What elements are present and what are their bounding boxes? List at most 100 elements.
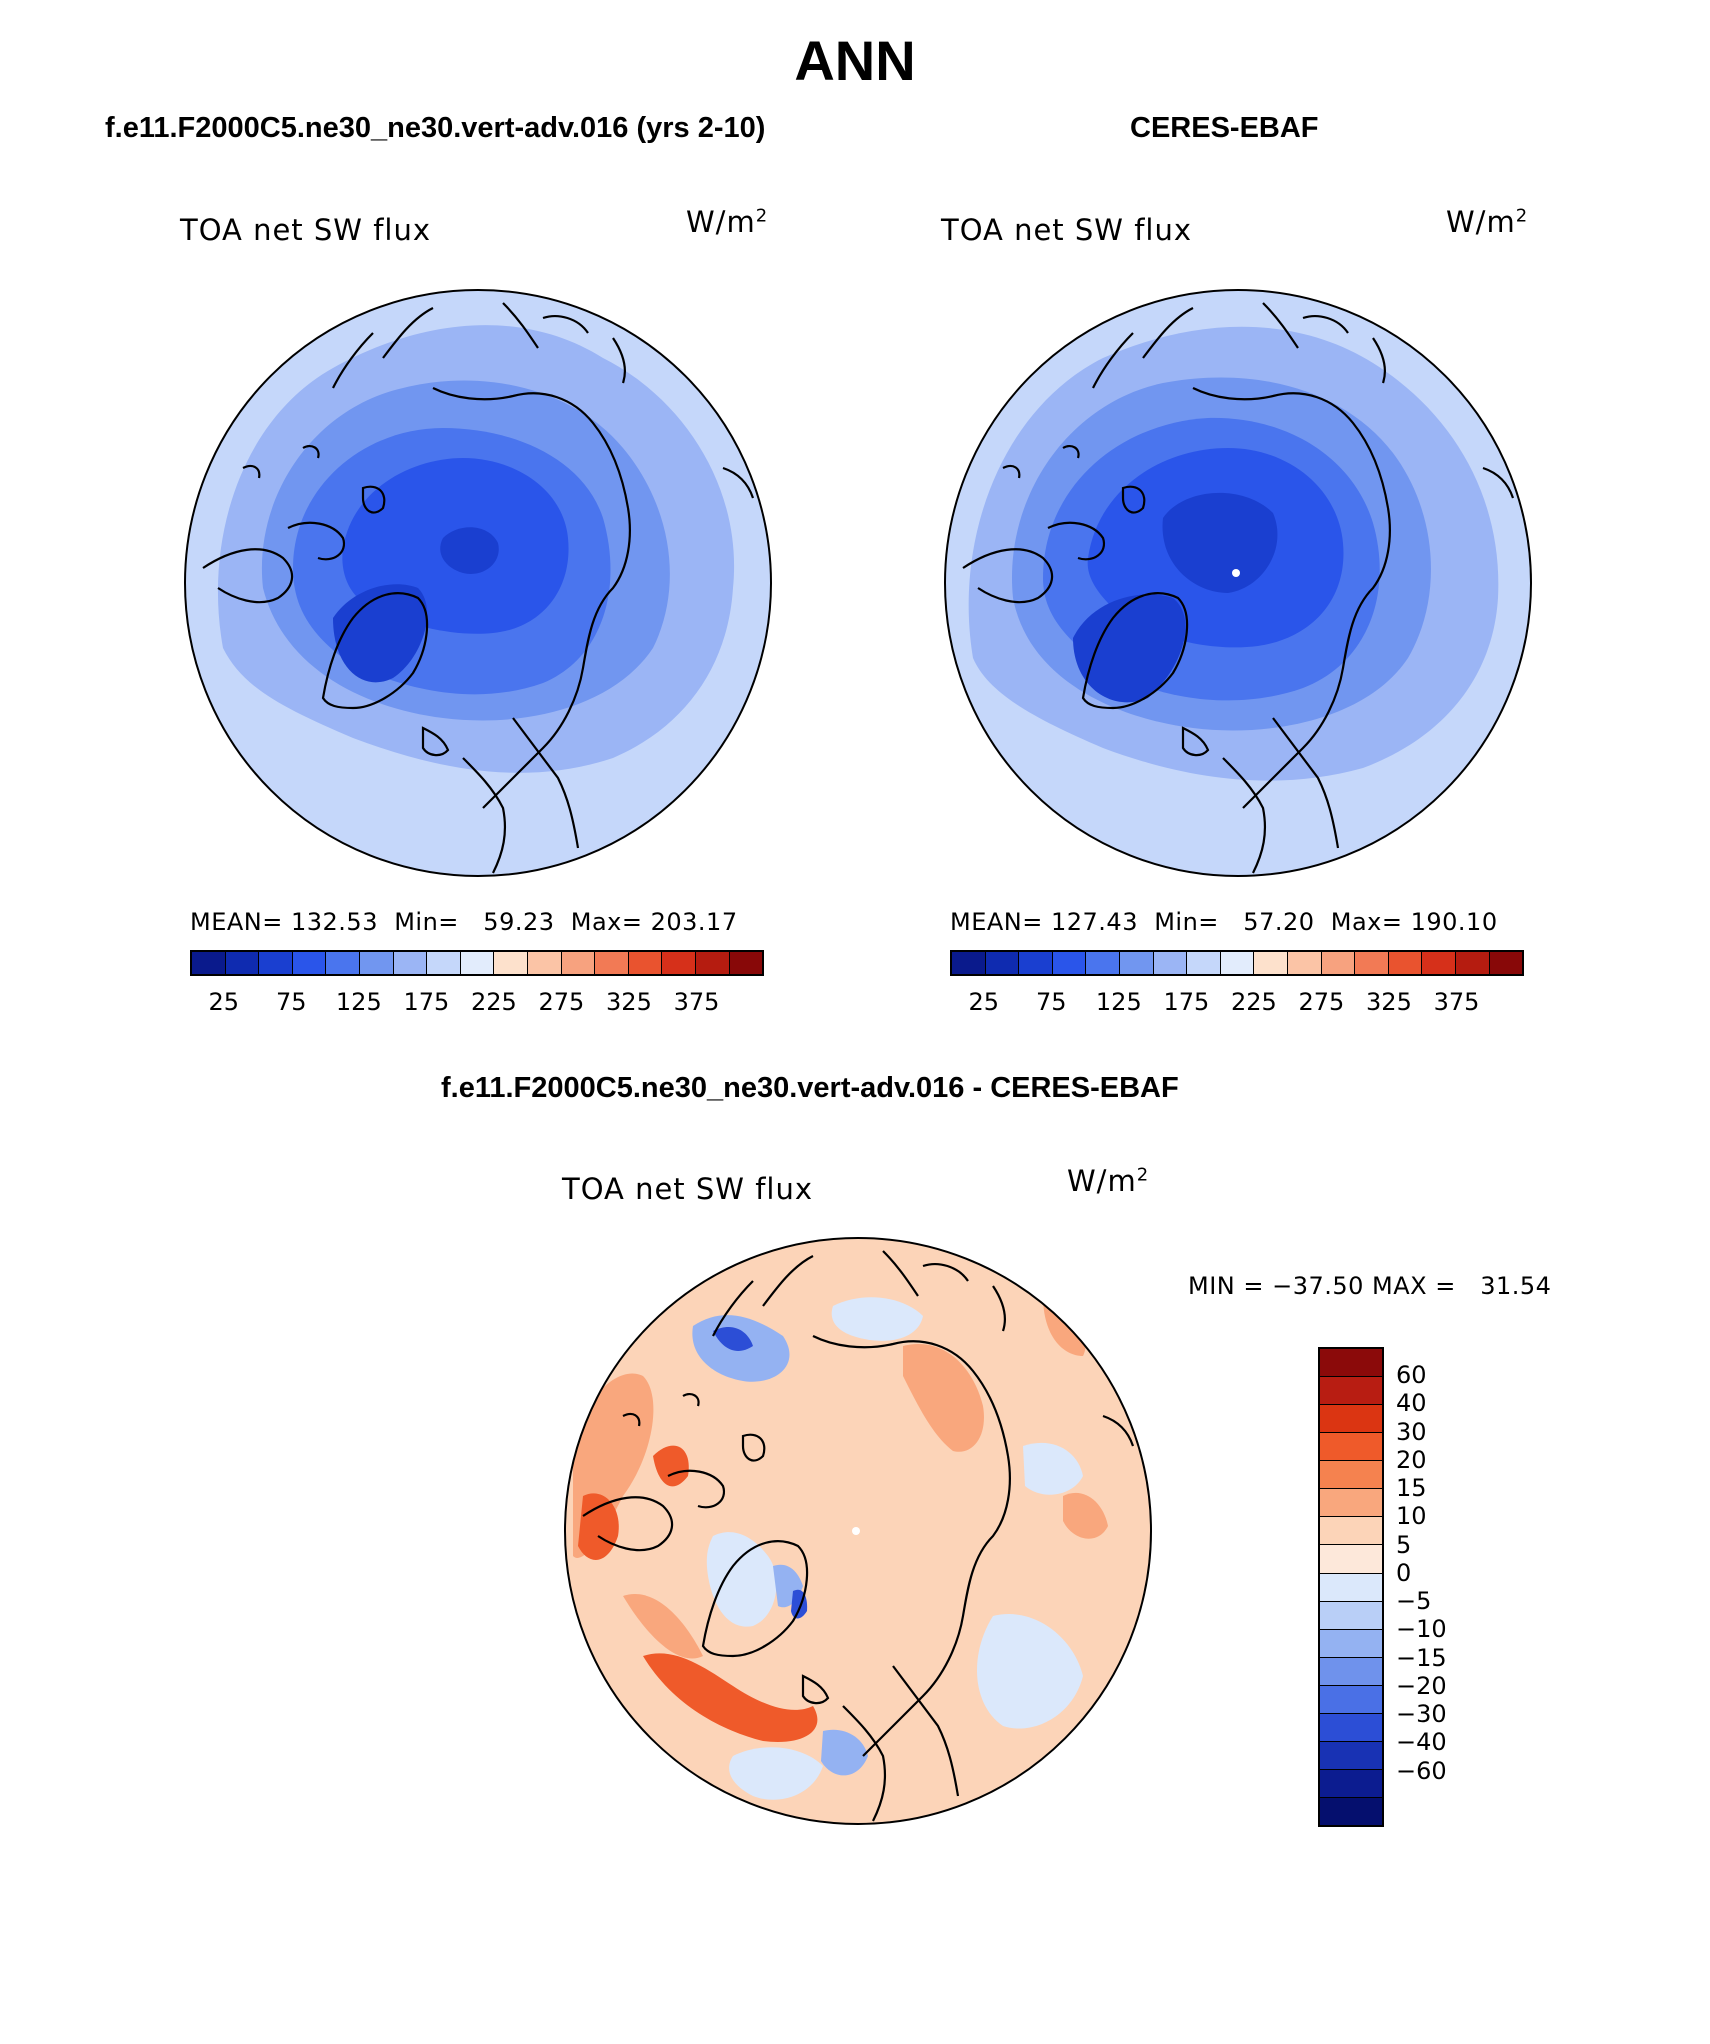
- colorbar-swatch: [561, 952, 596, 974]
- colorbar-tick-label: 225: [470, 988, 517, 1016]
- colorbar-tick-label: 75: [1036, 988, 1067, 1016]
- map2-pole-marker: [1232, 569, 1240, 577]
- colorbar-swatch: [1119, 952, 1154, 974]
- colorbar-swatch: [1287, 952, 1322, 974]
- colorbar-swatch: [1254, 952, 1288, 974]
- colorbar-tick-label: 30: [1396, 1417, 1427, 1446]
- colorbar-tick-label: 5: [1396, 1530, 1412, 1559]
- colorbar-swatch: [1187, 952, 1221, 974]
- figure-title: ANN: [794, 29, 916, 92]
- colorbar-swatch: [1422, 952, 1456, 974]
- colorbar-swatch: [1320, 1433, 1382, 1462]
- colorbar-swatch: [1086, 952, 1120, 974]
- colorbar-swatch: [695, 952, 730, 974]
- panel-1-variable-label: TOA net SW flux: [180, 213, 432, 247]
- panel-2-stats: MEAN= 127.43 Min= 57.20 Max= 190.10: [950, 908, 1498, 936]
- colorbar-swatch: [1320, 1517, 1382, 1546]
- colorbar-swatch: [1019, 952, 1053, 974]
- colorbar-swatch: [1320, 1741, 1382, 1770]
- map1-pole-dark: [440, 527, 499, 574]
- panel-2-polar-map: [944, 289, 1532, 877]
- colorbar-swatch: [729, 952, 763, 974]
- diff-coastlines: [582, 1250, 1135, 1822]
- colorbar-tick-label: −40: [1396, 1728, 1447, 1757]
- colorbar-swatch: [1320, 1629, 1382, 1658]
- panel-2-colorbar: [950, 950, 1524, 976]
- colorbar-swatch: [527, 952, 562, 974]
- map1-border: [184, 289, 772, 877]
- colorbar-swatch: [1320, 1461, 1382, 1490]
- panel-1-case-title: f.e11.F2000C5.ne30_ne30.vert-adv.016 (yr…: [105, 112, 766, 144]
- colorbar-tick-label: 125: [1095, 988, 1142, 1016]
- colorbar-swatch: [1220, 952, 1255, 974]
- colorbar-tick-label: 20: [1396, 1445, 1427, 1474]
- colorbar-tick-label: 325: [606, 988, 652, 1016]
- colorbar-swatch: [1320, 1349, 1382, 1378]
- diff-colorbar-ticks: 60 40 30 20 15 10 5 0 −5 −10 −15 −20 −30 −40 −60: [1396, 1347, 1476, 1827]
- colorbar-tick-label: 375: [1433, 988, 1480, 1016]
- colorbar-tick-label: −5: [1396, 1587, 1432, 1616]
- colorbar-tick-label: 75: [276, 988, 307, 1016]
- map1-coastlines: [202, 302, 755, 874]
- diff-case-title: f.e11.F2000C5.ne30_ne30.vert-adv.016 - C…: [441, 1072, 1179, 1104]
- map1-greenland-dark: [333, 584, 428, 683]
- colorbar-swatch: [1320, 1685, 1382, 1714]
- colorbar-tick-label: 375: [673, 988, 720, 1016]
- colorbar-swatch: [1320, 1657, 1382, 1686]
- colorbar-tick-label: −30: [1396, 1700, 1447, 1729]
- colorbar-tick-label: 225: [1230, 988, 1277, 1016]
- colorbar-swatch: [1455, 952, 1490, 974]
- colorbar-tick-label: 175: [1163, 988, 1210, 1016]
- colorbar-swatch: [1489, 952, 1523, 974]
- diff-minmax: MIN = −37.50 MAX = 31.54: [1188, 1272, 1552, 1300]
- colorbar-tick-label: 25: [968, 988, 1000, 1016]
- colorbar-swatch: [393, 952, 428, 974]
- colorbar-tick-label: 60: [1396, 1361, 1427, 1390]
- colorbar-swatch: [1320, 1798, 1382, 1826]
- colorbar-swatch: [952, 952, 986, 974]
- colorbar-swatch: [1320, 1601, 1382, 1630]
- map2-border: [944, 289, 1532, 877]
- diff-polar-map: [564, 1237, 1152, 1825]
- colorbar-tick-label: 0: [1396, 1558, 1412, 1587]
- diff-border: [564, 1237, 1152, 1825]
- colorbar-swatch: [1320, 1713, 1382, 1742]
- map2-greenland-dark: [1073, 594, 1186, 703]
- panel-1-units: W/m2: [686, 205, 769, 239]
- colorbar-swatch: [1052, 952, 1087, 974]
- colorbar-tick-label: 275: [1298, 988, 1345, 1016]
- colorbar-swatch: [359, 952, 394, 974]
- colorbar-tick-label: −10: [1396, 1615, 1447, 1644]
- colorbar-tick-label: 125: [335, 988, 382, 1016]
- colorbar-swatch: [259, 952, 293, 974]
- colorbar-swatch: [1321, 952, 1356, 974]
- colorbar-swatch: [1153, 952, 1188, 974]
- panel-2-variable-label: TOA net SW flux: [941, 213, 1193, 247]
- diff-colorbar: [1318, 1347, 1384, 1827]
- colorbar-tick-label: 175: [403, 988, 450, 1016]
- colorbar-tick-label: 15: [1396, 1474, 1427, 1503]
- colorbar-tick-label: 40: [1396, 1389, 1427, 1418]
- colorbar-tick-label: −20: [1396, 1671, 1447, 1700]
- colorbar-swatch: [1320, 1405, 1382, 1434]
- panel-2-units: W/m2: [1446, 205, 1529, 239]
- panel-1-polar-map: [184, 289, 772, 877]
- colorbar-tick-label: −15: [1396, 1643, 1447, 1672]
- colorbar-swatch: [292, 952, 327, 974]
- map2-coastlines: [962, 302, 1515, 874]
- panel-1-stats: MEAN= 132.53 Min= 59.23 Max= 203.17: [190, 908, 738, 936]
- colorbar-tick-label: 325: [1366, 988, 1412, 1016]
- colorbar-swatch: [1320, 1545, 1382, 1574]
- panel-2-colorbar-ticks: 25 75 125 175 225 275 325 375: [950, 988, 1524, 1018]
- colorbar-swatch: [494, 952, 528, 974]
- diff-units: W/m2: [1067, 1164, 1150, 1198]
- panel-2-case-title: CERES-EBAF: [1130, 112, 1319, 144]
- diff-variable-label: TOA net SW flux: [562, 1172, 814, 1206]
- colorbar-swatch: [1355, 952, 1389, 974]
- colorbar-swatch: [1320, 1489, 1382, 1518]
- panel-1-colorbar: [190, 950, 764, 976]
- colorbar-swatch: [427, 952, 461, 974]
- diff-pole-marker: [852, 1527, 860, 1535]
- map2-pole-dark: [1162, 492, 1278, 593]
- colorbar-swatch: [1320, 1377, 1382, 1406]
